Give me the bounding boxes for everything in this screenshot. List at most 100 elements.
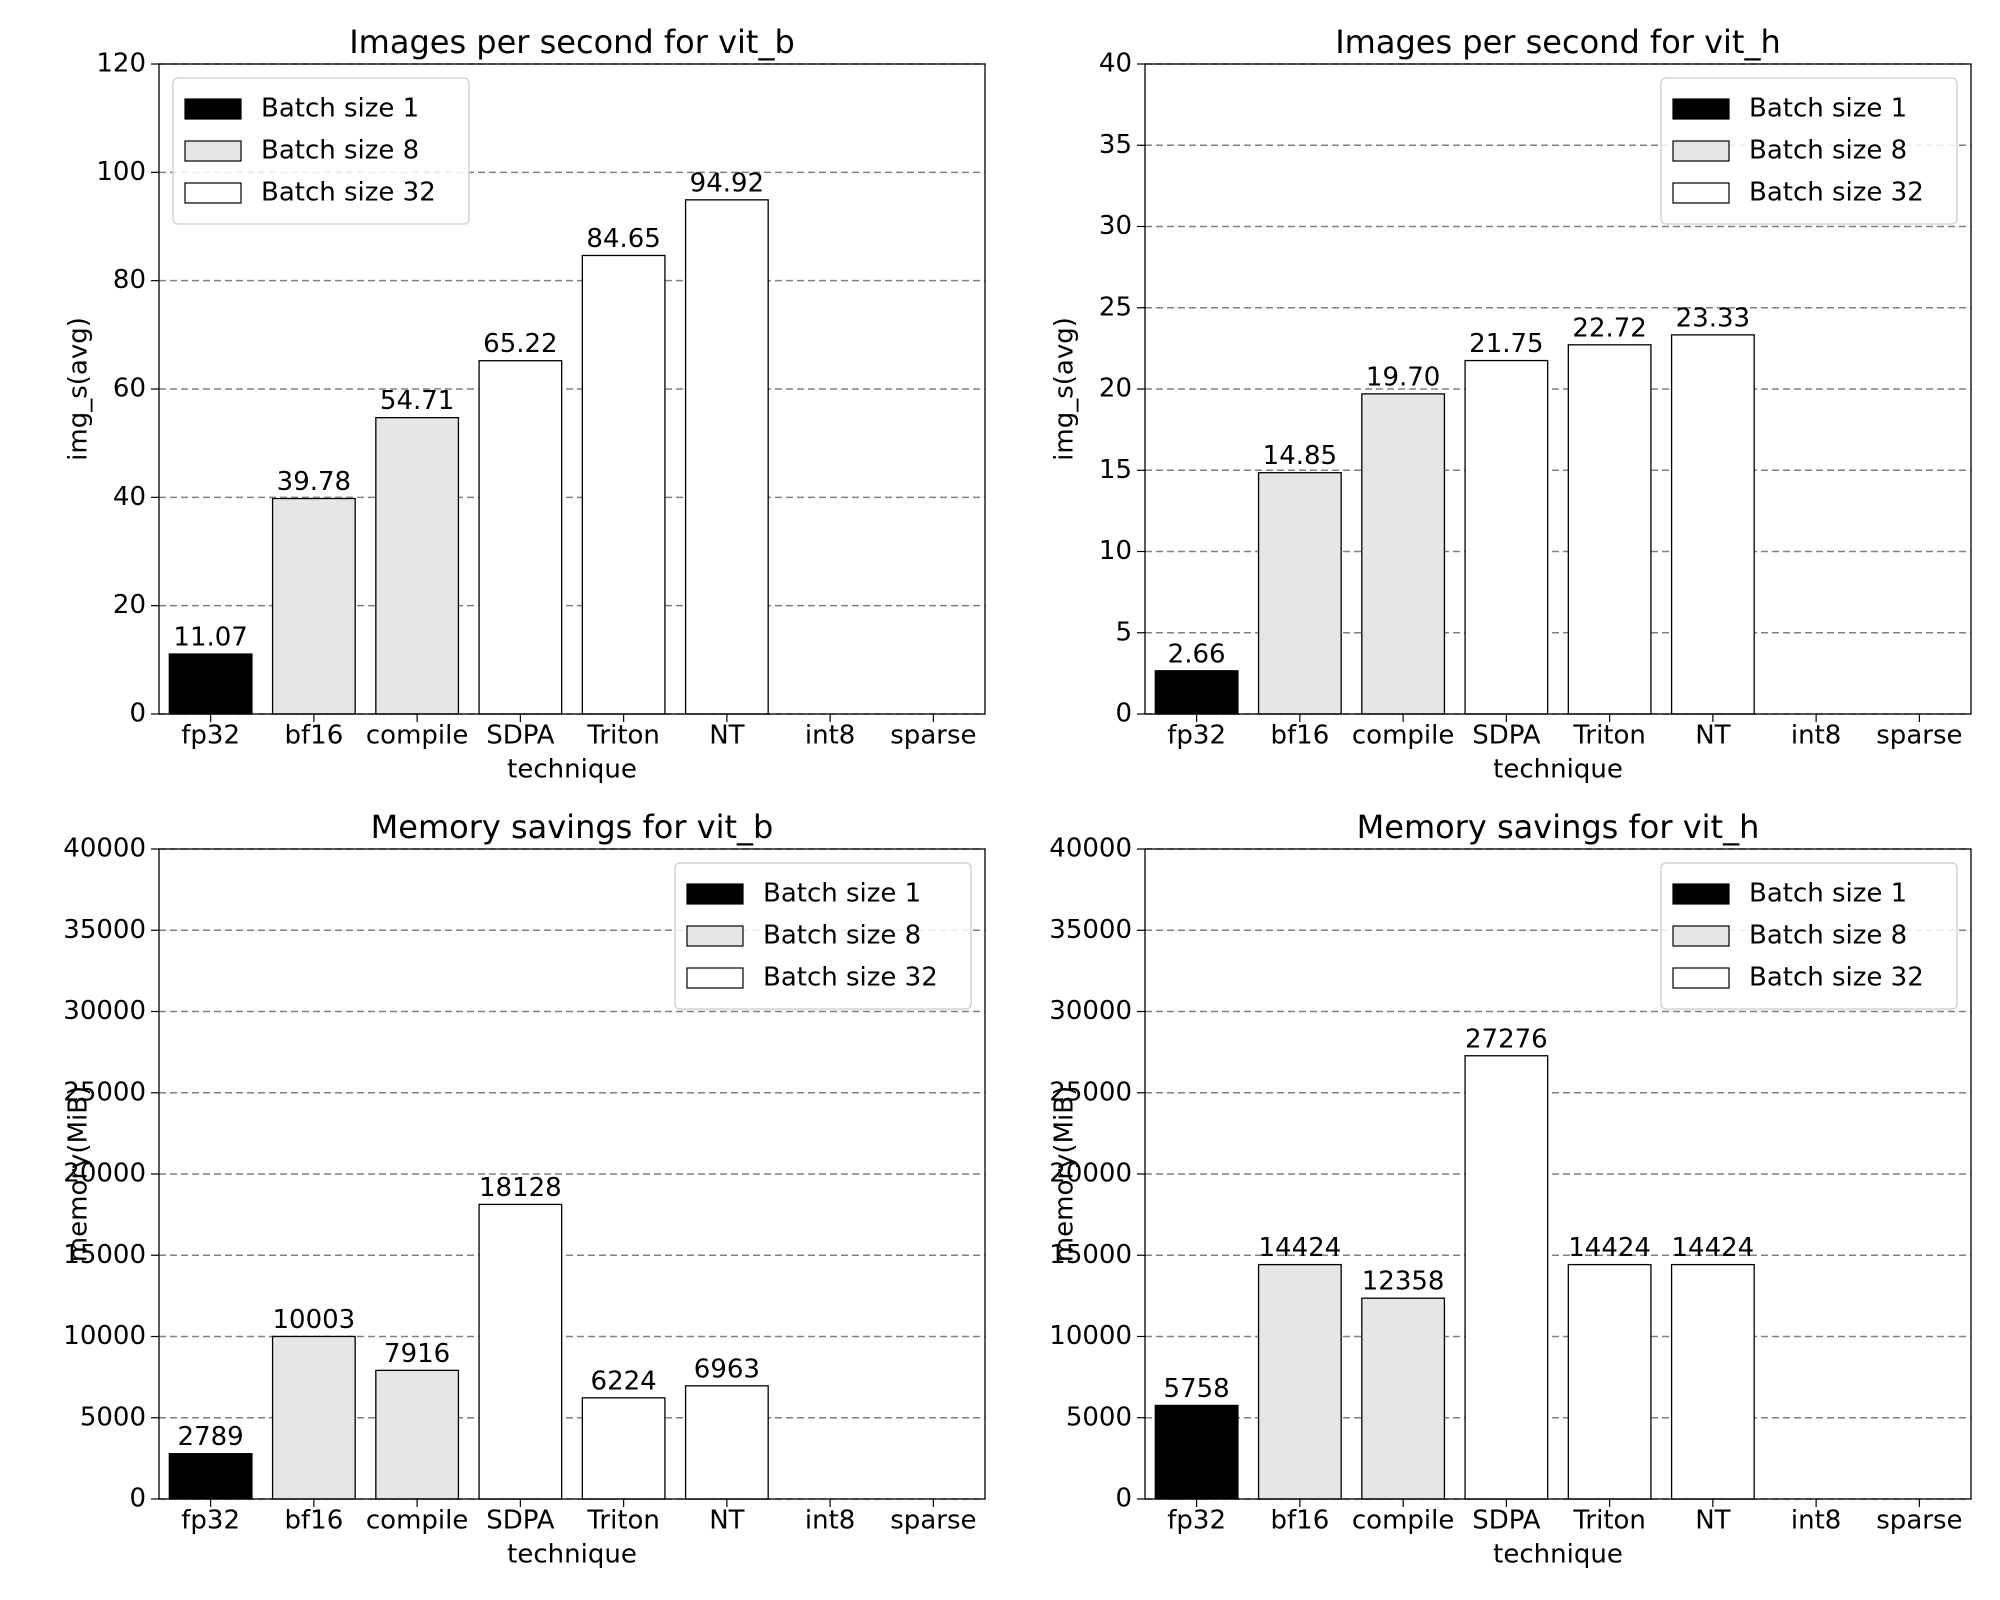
legend-swatch [1672,883,1730,905]
value-label: 21.75 [1469,329,1543,359]
legend-label: Batch size 32 [763,963,938,993]
bar [1567,1263,1652,1500]
y-tick-label: 0 [129,699,146,729]
x-tick-label: NT [709,721,744,751]
y-tick-label: 20000 [1049,1159,1132,1189]
y-tick-label: 15000 [1049,1240,1132,1270]
bar [684,1385,769,1500]
value-label: 84.65 [586,224,660,254]
legend-swatch [1672,967,1730,989]
x-tick-label: NT [1695,721,1730,751]
legend-swatch [184,140,242,162]
bar [168,1453,253,1500]
legend-label: Batch size 8 [1749,921,1907,951]
value-label: 6963 [694,1354,760,1384]
y-tick-label: 0 [1115,699,1132,729]
x-tick-label: fp32 [181,721,240,751]
y-tick-label: 15000 [63,1240,146,1270]
x-tick-label: NT [709,1506,744,1536]
value-label: 18128 [479,1173,562,1203]
x-tick-label: int8 [1791,1506,1841,1536]
legend-label: Batch size 1 [1749,879,1907,909]
y-tick-label: 30 [1099,211,1132,241]
x-tick-label: SDPA [1472,721,1541,751]
y-tick-label: 35000 [63,915,146,945]
y-tick-label: 25000 [63,1077,146,1107]
x-tick-label: int8 [1791,721,1841,751]
bar [1670,1263,1755,1500]
bar [1464,359,1549,715]
y-tick-label: 35000 [1049,915,1132,945]
legend-label: Batch size 32 [1749,178,1924,208]
x-axis-label: technique [507,755,637,785]
value-label: 94.92 [690,168,764,198]
axes-frame [1144,63,1972,715]
value-label: 14.85 [1263,441,1337,471]
value-label: 11.07 [173,623,247,653]
x-tick-label: NT [1695,1506,1730,1536]
x-tick-label: Triton [1572,721,1646,751]
value-label: 5758 [1164,1374,1230,1404]
legend-swatch [1672,182,1730,204]
x-tick-label: bf16 [285,1506,344,1536]
x-tick-label: SDPA [486,1506,555,1536]
bar [1257,472,1342,715]
legend-swatch [184,98,242,120]
x-tick-label: SDPA [486,721,555,751]
x-tick-label: int8 [805,1506,855,1536]
legend-box [1660,862,1958,1010]
value-label: 54.71 [380,386,454,416]
axes-frame [158,848,986,1500]
axes-frame [1144,848,1972,1500]
value-label: 39.78 [277,467,351,497]
bar [1670,334,1755,715]
legend-label: Batch size 8 [261,136,419,166]
chart-title: Memory savings for vit_b [371,808,774,846]
y-tick-label: 60 [113,374,146,404]
y-tick-label: 25000 [1049,1077,1132,1107]
bar [375,1369,460,1500]
legend-label: Batch size 1 [1749,94,1907,124]
bar [1154,670,1239,715]
y-tick-label: 5 [1115,617,1132,647]
y-tick-label: 5000 [80,1402,146,1432]
legend-swatch [686,925,744,947]
y-tick-label: 10000 [1049,1321,1132,1351]
bar [581,1397,666,1500]
y-tick-label: 0 [1115,1484,1132,1514]
y-tick-label: 0 [129,1484,146,1514]
bar [168,653,253,715]
x-tick-label: int8 [805,721,855,751]
y-tick-label: 20 [113,590,146,620]
value-label: 7916 [384,1339,450,1369]
x-axis-label: technique [1493,755,1623,785]
y-tick-label: 80 [113,265,146,295]
legend-swatch [686,883,744,905]
y-tick-label: 40 [113,482,146,512]
y-axis-label: img_s(avg) [1050,317,1080,461]
x-axis-label: technique [1493,1540,1623,1570]
y-tick-label: 20 [1099,374,1132,404]
bar [1464,1055,1549,1500]
y-tick-label: 30000 [63,996,146,1026]
subplot: 0 5 10 15 20 25 30 35 40 fp32 bf16 compile SDPA Trito… [1050,23,1972,785]
legend-label: Batch size 8 [1749,136,1907,166]
bar [478,360,563,715]
x-tick-label: compile [1352,721,1454,751]
y-tick-label: 40000 [63,834,146,864]
x-tick-label: Triton [586,721,660,751]
subplot: 0 20 40 60 80 100 120 fp32 bf16 compile SDPA Triton… [64,23,986,785]
legend-label: Batch size 32 [1749,963,1924,993]
bar [1154,1404,1239,1500]
chart-title: Memory savings for vit_h [1357,808,1760,846]
x-tick-label: bf16 [1271,721,1330,751]
y-axis-label: img_s(avg) [64,317,94,461]
value-label: 22.72 [1572,313,1646,343]
legend-label: Batch size 1 [763,879,921,909]
y-tick-label: 10000 [63,1321,146,1351]
value-label: 2789 [178,1422,244,1452]
y-tick-label: 25 [1099,292,1132,322]
chart-title: Images per second for vit_h [1335,23,1781,61]
y-tick-label: 20000 [63,1159,146,1189]
